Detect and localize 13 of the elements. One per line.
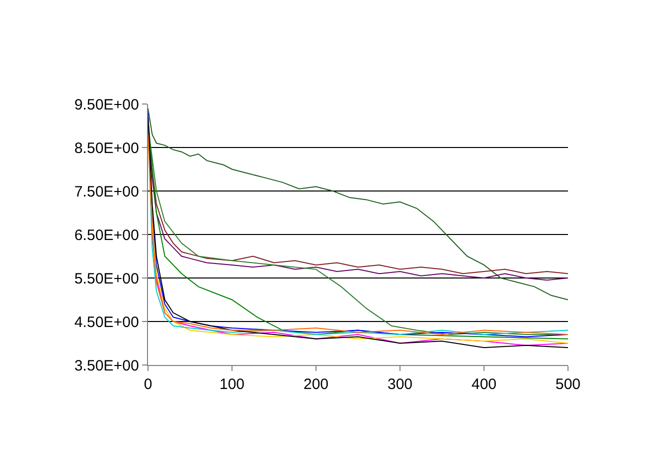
x-tick-label: 500 xyxy=(555,376,581,393)
y-tick-label: 4.50E+00 xyxy=(74,314,139,331)
x-tick-label: 300 xyxy=(387,376,413,393)
y-tick-label: 6.50E+00 xyxy=(74,226,139,244)
y-tick-label: 9.50E+00 xyxy=(74,96,139,114)
x-tick-label: 200 xyxy=(303,376,329,393)
x-tick-label: 400 xyxy=(471,376,497,393)
x-tick-label: 0 xyxy=(144,376,152,393)
y-tick-label: 5.50E+00 xyxy=(74,270,139,288)
y-tick-label: 3.50E+00 xyxy=(74,357,139,374)
y-tick-label: 7.50E+00 xyxy=(74,183,139,200)
x-tick-label: 100 xyxy=(219,376,245,393)
y-tick-label: 8.50E+00 xyxy=(74,140,139,157)
